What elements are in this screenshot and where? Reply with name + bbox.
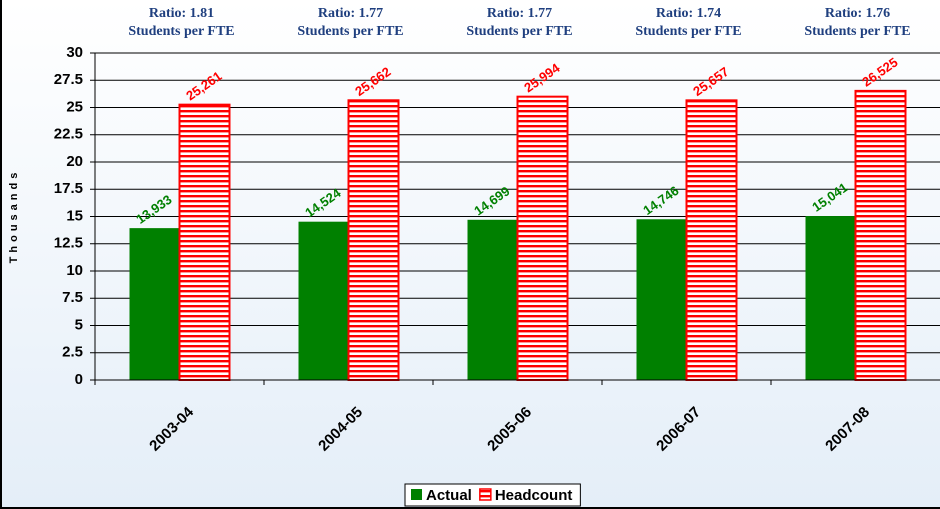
annotation: Ratio: 1.76 [825,6,890,21]
annotation: Students per FTE [804,24,910,39]
y-tick-label: 10 [66,262,83,279]
legend-label: Headcount [495,487,573,504]
y-tick-label: 12.5 [54,235,83,252]
bar [854,89,907,381]
annotation: Students per FTE [466,24,572,39]
annotation: Ratio: 1.77 [318,6,383,21]
bar [516,95,569,381]
bar [347,99,400,381]
annotation: Ratio: 1.74 [656,6,721,21]
legend: Actual Headcount [404,483,581,507]
y-tick-label: 27.5 [54,71,83,88]
annotation: Ratio: 1.81 [149,6,214,21]
y-tick-label: 15 [66,207,83,224]
bar [636,219,687,380]
y-tick-label: 5 [75,316,83,333]
legend-swatch [411,489,422,500]
bar [129,228,180,380]
annotation: Students per FTE [635,24,741,39]
annotation: Students per FTE [297,24,403,39]
annotation: Students per FTE [128,24,234,39]
y-tick-label: 20 [66,153,83,170]
bar [467,219,518,380]
legend-label: Actual [426,487,472,504]
y-tick-label: 17.5 [54,180,83,197]
y-tick-label: 2.5 [62,344,83,361]
legend-swatch [479,488,492,501]
y-tick-label: 7.5 [62,289,83,306]
bar [805,216,856,380]
annotation: Ratio: 1.77 [487,6,552,21]
legend-box [404,483,581,507]
y-tick-label: 22.5 [54,126,83,143]
bar [685,99,738,381]
y-tick-label: 0 [75,371,83,388]
y-tick-label: 25 [66,98,83,115]
bar [298,221,349,380]
y-tick-label: 30 [66,44,83,61]
y-axis-label: Thousands [8,169,20,264]
bar [178,103,231,382]
